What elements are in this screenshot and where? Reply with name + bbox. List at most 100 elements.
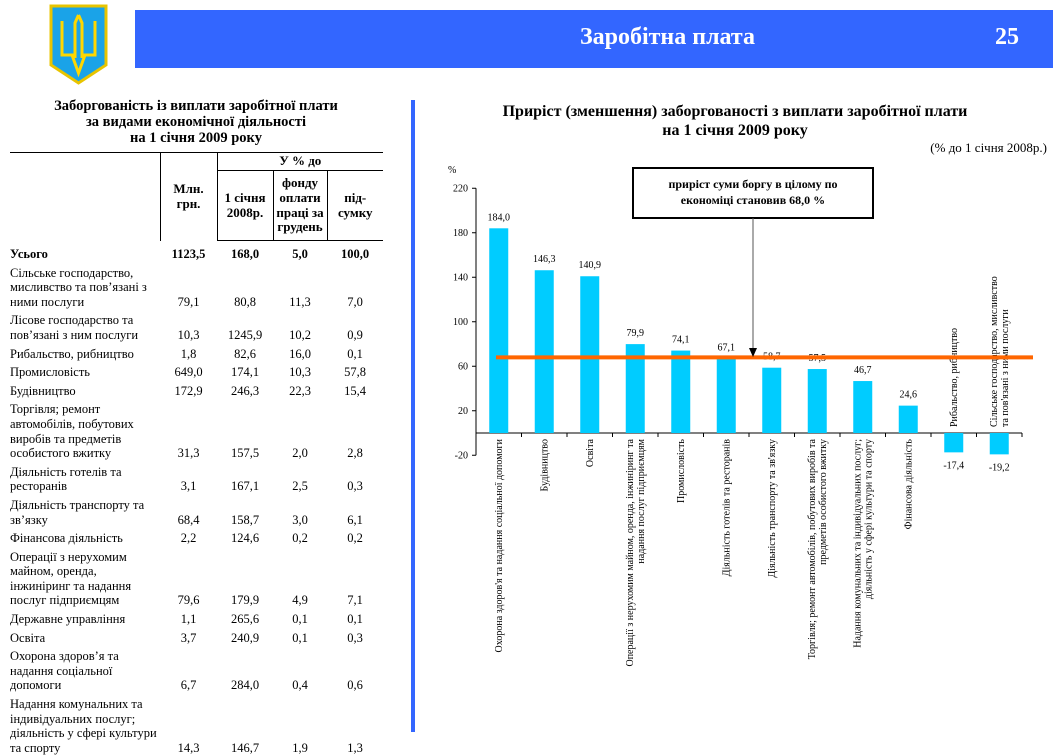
y-tick-label: 60 [458,361,468,372]
category-label: Діяльність транспорту та зв'язку [767,439,778,578]
cell: 1,8 [180,346,197,361]
data-label: 58,7 [763,352,781,363]
bar [898,405,918,433]
cell: 6,1 [347,512,363,527]
data-label: 146,3 [533,254,556,265]
cell: 11,3 [289,294,311,309]
row-label: Надання комунальних та індивідуальних по… [10,697,157,755]
col-header-payroll: фонду оплати праці за грудень [272,170,327,241]
cell: 10,3 [177,327,200,342]
cell: 172,9 [174,383,203,398]
page-title: Заробітна плата [579,24,755,50]
y-tick-label: 20 [458,406,468,417]
cell: 0,1 [347,346,363,361]
y-axis-label: % [448,165,456,176]
data-label: -19,2 [989,462,1010,473]
cell: 649,0 [174,365,203,380]
row-label: Рибальство, рибництво [10,346,134,361]
data-label: 79,9 [627,328,645,339]
bar [625,344,645,433]
data-label: 46,7 [854,365,872,376]
cell: 179,9 [230,593,260,608]
row-label: Операції з нерухомим майном, оренда, інж… [10,549,132,608]
row-label: Сільське господарство, мисливство та пов… [10,265,147,309]
bar [944,433,964,453]
bar [989,433,1009,455]
cell: 4,9 [292,593,308,608]
category-label: Надання комунальних та індивідуальних по… [852,439,863,648]
cell: 100,0 [340,247,370,261]
cell: 265,6 [230,612,260,627]
row-label: Фінансова діяльність [10,531,123,546]
chart-title-line: на 1 січня 2009 року [662,122,808,139]
chart-subtitle: (% до 1 січня 2008р.) [930,140,1047,155]
cell: 14,3 [177,740,200,755]
divider [411,100,415,732]
data-label: 74,1 [672,335,690,346]
category-label: надання послуг підприємцям [636,438,647,563]
annotation-box [632,167,874,219]
col-group-header: У % до [216,152,383,171]
row-label: Лісове господарство та пов’язані з ним п… [10,313,139,342]
cell: 16,0 [289,346,311,361]
cell: 0,1 [347,612,363,627]
data-label: 24,6 [900,390,918,401]
table-row: Освіта 3,7 240,9 0,1 0,3 [10,627,383,646]
category-label: Операції з нерухомим майном, оренда, інж… [625,438,636,666]
table-row: Охорона здоров’я та надання соціальної д… [10,645,383,693]
table-row: Діяльність готелів та ресторанів 3,1 167,1… [10,461,383,494]
arrow-head-icon [749,348,757,357]
cell: 6,7 [180,678,197,693]
cell: 240,9 [230,630,260,645]
cell: 158,7 [230,512,260,527]
bar [580,276,600,433]
cell: 5,0 [292,247,308,261]
chart-title-line: Приріст (зменшення) заборгованості з вип… [502,103,968,120]
category-label: діяльність у сфері культури та спорту [863,439,874,599]
cell: 57,8 [344,365,366,380]
cell: 0,2 [347,531,363,546]
col-header-jan2008: 1 січня 2008р. [216,170,273,241]
arrears-table: Млн. грн. У % до 1 січня 2008р. фонду оп… [10,152,383,755]
category-label: Торгівля; ремонт автомобілів, побутових … [807,438,818,659]
table-row: Рибальство, рибництво 1,8 82,6 16,0 0,1 [10,343,383,362]
table-row: Будівництво 172,9 246,3 22,3 15,4 [10,380,383,399]
cell: 10,2 [289,327,311,342]
data-label: 184,0 [488,212,511,223]
cell: 1123,5 [171,247,206,261]
header-banner: Заробітна плата 25 [135,10,1053,68]
bar [489,228,509,433]
cell: 15,4 [344,383,366,398]
page-number: 25 [995,24,1019,50]
bar [853,381,873,433]
annotation-text: економіці становив 68,0 % [681,193,825,207]
cell: 3,7 [180,630,197,645]
cell: 1,1 [180,612,197,627]
cell: 2,5 [292,479,308,494]
category-label: та пов'язані з ними послуги [1000,309,1011,427]
cell: 2,0 [292,446,308,461]
cell: 174,1 [230,365,260,380]
cell: 1245,9 [227,327,263,342]
cell: 2,2 [180,531,197,546]
y-tick-label: -20 [455,450,468,461]
table-title-line: Заборгованість із виплати заробітної пла… [54,98,338,114]
row-label: Промисловість [10,365,91,380]
y-tick-label: 140 [453,272,468,283]
cell: 1,9 [292,740,308,755]
cell: 0,1 [292,630,308,645]
category-label: Сільське господарство, мисливство [989,276,1000,427]
cell: 0,2 [292,531,308,546]
col-header-share: під-сумку [326,170,383,241]
cell: 246,3 [230,383,260,398]
data-label: 67,1 [718,342,736,353]
cell: 167,1 [230,479,260,494]
table-row: Сільське господарство, мисливство та пов… [10,262,383,310]
category-label: Охорона здоров'я та надання соціальної д… [494,438,505,652]
cell: 2,8 [347,446,363,461]
cell: 168,0 [230,247,260,261]
cell: 284,0 [230,678,260,693]
category-label: Будівництво [539,439,550,492]
cell: 1,3 [347,740,363,755]
cell: 80,8 [234,294,256,309]
